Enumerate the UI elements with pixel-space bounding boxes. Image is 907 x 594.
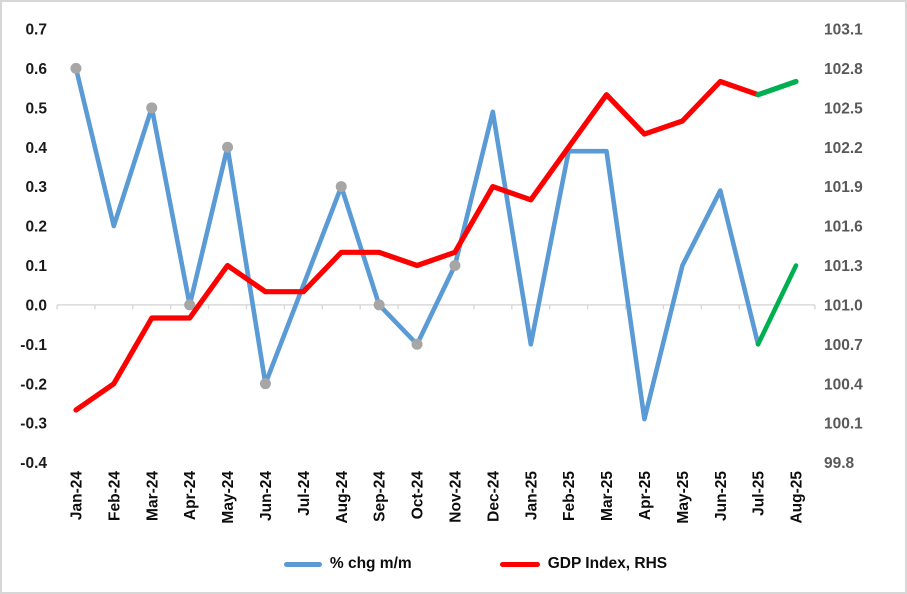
x-axis-label: Feb-24	[106, 471, 123, 521]
right-axis-tick-label: 100.1	[824, 416, 863, 433]
x-axis-label: Mar-24	[144, 471, 161, 521]
x-axis-label: May-25	[675, 471, 692, 524]
data-point-marker	[335, 181, 347, 193]
x-axis-label: Jul-24	[296, 471, 313, 516]
right-axis-tick-label: 100.7	[824, 337, 863, 354]
x-axis-label: Jan-25	[523, 471, 540, 520]
legend-label-gdp-index: GDP Index, RHS	[547, 555, 668, 572]
left-axis-tick-label: 0.2	[25, 219, 47, 236]
left-axis-tick-label: 0.1	[25, 258, 47, 275]
x-axis-label: Jul-25	[751, 471, 768, 516]
x-axis-label: Jun-24	[258, 471, 275, 521]
left-axis-tick-label: 0.7	[25, 22, 47, 39]
right-axis-tick-label: 101.3	[824, 258, 863, 275]
x-axis-label: Aug-24	[334, 471, 351, 524]
data-point-marker	[184, 299, 196, 311]
series-line-pct-chg	[73, 66, 761, 422]
left-axis-tick-label: -0.1	[20, 337, 47, 354]
left-axis-tick-label: 0.4	[25, 140, 47, 157]
data-point-marker	[259, 378, 271, 390]
right-axis-tick-label: 101.9	[824, 179, 863, 196]
left-axis-tick-label: 0.6	[25, 61, 47, 78]
forecast-segment-gdp-index	[755, 78, 799, 98]
data-point-marker	[411, 338, 423, 350]
forecast-segment-pct-chg	[755, 263, 799, 347]
series-line-gdp-index	[73, 78, 761, 413]
right-axis-tick-label: 101.6	[824, 219, 863, 236]
data-point-marker	[222, 141, 234, 153]
right-axis-tick-label: 100.4	[824, 376, 863, 393]
legend-item-pct-chg: % chg m/m	[283, 555, 412, 573]
left-axis-tick-label: 0.5	[25, 100, 47, 117]
data-point-marker	[449, 259, 461, 271]
left-axis-tick-label: -0.3	[20, 416, 47, 433]
legend: % chg m/m GDP Index, RHS	[2, 548, 905, 580]
left-axis-tick-label: 0.3	[25, 179, 47, 196]
x-axis-label: Dec-24	[485, 471, 502, 522]
x-axis-label: Jan-24	[68, 471, 85, 520]
x-axis-label: May-24	[220, 471, 237, 524]
x-axis-label: Oct-24	[410, 471, 427, 520]
right-axis-tick-label: 102.2	[824, 140, 863, 157]
x-axis-label: Mar-25	[599, 471, 616, 521]
left-axis-tick-label: -0.4	[20, 455, 47, 472]
data-point-marker	[373, 299, 385, 311]
x-axis-label: Jun-25	[713, 471, 730, 521]
x-axis-label: Nov-24	[447, 471, 464, 523]
legend-swatch-blue-line	[283, 561, 322, 567]
data-point-marker	[70, 62, 82, 74]
right-axis-tick-label: 102.8	[824, 61, 863, 78]
left-axis-tick-label: 0.0	[25, 297, 47, 314]
right-axis-tick-label: 101.0	[824, 297, 863, 314]
right-axis-tick-label: 99.8	[824, 455, 855, 472]
right-axis-tick-label: 102.5	[824, 100, 863, 117]
data-point-marker	[146, 102, 158, 114]
legend-item-gdp-index: GDP Index, RHS	[499, 555, 668, 573]
legend-label-pct-chg: % chg m/m	[329, 555, 412, 572]
x-axis-label: Apr-24	[182, 471, 199, 520]
x-axis-label: Sep-24	[372, 471, 389, 522]
x-axis-label: Aug-25	[789, 471, 806, 524]
x-axis-label: Apr-25	[637, 471, 654, 520]
left-axis-tick-label: -0.2	[20, 376, 47, 393]
x-axis-label: Feb-25	[561, 471, 578, 521]
legend-swatch-red-line	[499, 561, 540, 567]
right-axis-tick-label: 103.1	[824, 22, 863, 39]
